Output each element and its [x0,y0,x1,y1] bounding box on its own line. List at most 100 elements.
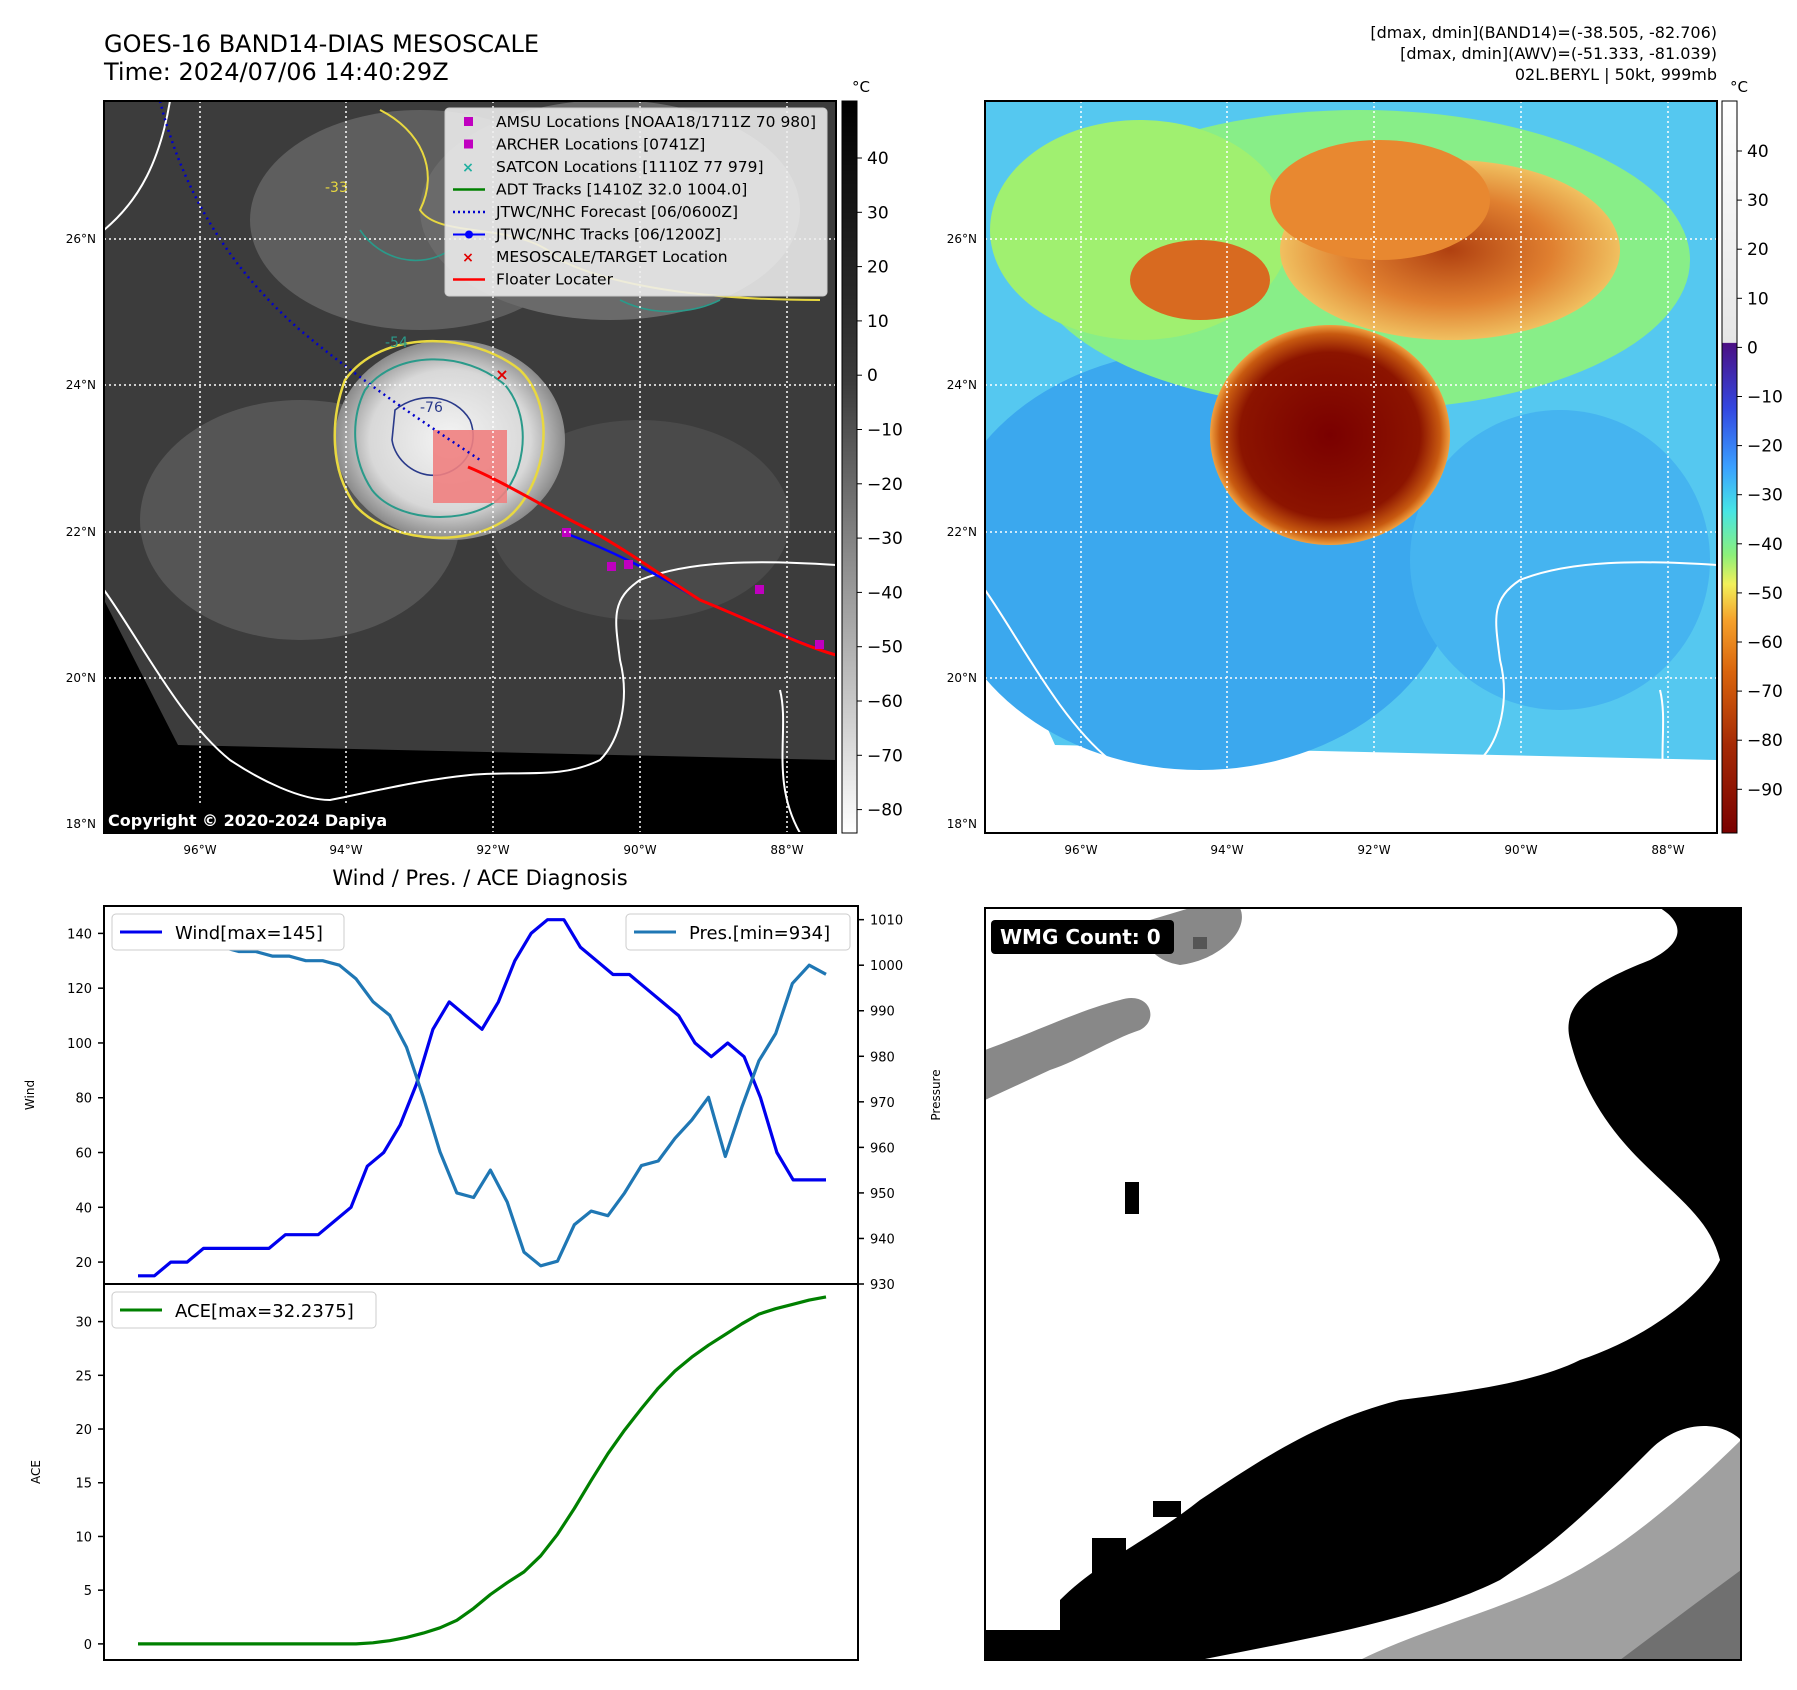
map-legend-label: AMSU Locations [NOAA18/1711Z 70 980] [496,113,816,131]
contour-label: -33 [325,180,348,196]
colorbar-tick-label: −60 [1747,633,1783,653]
contour-label: -76 [420,400,443,416]
colorbar-tick-label: 0 [1747,338,1758,358]
colorbar-tick-label: −10 [1747,388,1783,408]
colorbar-tick-label: −40 [1747,535,1783,555]
lon-tick-label: 92°W [1357,843,1390,857]
map-legend-label: ADT Tracks [1410Z 32.0 1004.0] [496,181,747,199]
wmg-count-badge: WMG Count: 0 [1000,925,1161,949]
wind-legend-label: Wind[max=145] [175,923,323,944]
map-legend-label: SATCON Locations [1110Z 77 979] [496,158,764,176]
colorbar-unit: °C [1730,78,1748,96]
forecast-track [158,101,481,462]
y-tick-label: 0 [84,1638,92,1653]
coastline [104,561,836,802]
lon-tick-label: 88°W [770,843,803,857]
wmg-panel: WMG Count: 0 [984,907,1742,1661]
contour-label: -54 [385,335,408,351]
lon-tick-label: 88°W [1651,843,1684,857]
colorbar-unit: °C [852,78,870,96]
y-tick-label: 950 [870,1187,895,1202]
y-tick-label: 1000 [870,959,903,974]
y-tick-label: 140 [67,927,92,942]
lat-tick-label: 18°N [947,817,977,831]
ace-legend: ACE[max=32.2375] [111,1291,377,1329]
map-legend: AMSU Locations [NOAA18/1711Z 70 980] ARCH… [444,107,828,297]
lat-tick-label: 20°N [947,671,977,685]
y-tick-label: 80 [75,1092,92,1107]
wind-legend: Wind[max=145] [111,913,345,951]
map-legend-item: × SATCON Locations [1110Z 77 979] [462,158,763,176]
y-tick-label: 1010 [870,914,903,929]
ace-axis-label: ACE [29,1460,43,1484]
y-tick-label: 5 [84,1584,92,1599]
colorbar-tick-label: 10 [1747,289,1769,309]
lon-tick-label: 94°W [329,843,362,857]
pressure-axis-label: Pressure [929,1069,943,1120]
legend-square-marker [464,139,473,149]
colorbar-tick-label: −50 [1747,584,1783,604]
y-tick-label: 100 [67,1037,92,1052]
colorbar-tick-label: −40 [867,583,903,603]
colorbar-tick-label: 40 [867,149,889,169]
colorbar-tick-label: −30 [1747,486,1783,506]
y-tick-label: 25 [75,1369,92,1384]
map-gridlines [985,101,1717,833]
lon-tick-label: 96°W [1064,843,1097,857]
colorbar-tick-label: −10 [867,421,903,441]
map-legend-item: AMSU Locations [NOAA18/1711Z 70 980] [464,113,816,131]
lat-tick-label: 22°N [947,525,977,539]
colorbar-tick-label: 30 [867,203,889,223]
storm-cloud [1210,325,1450,545]
target-location-marker: × [495,365,508,384]
y-tick-label: 15 [75,1477,92,1492]
awv-colorbar: °C 40 30 20 10 0 −10 −20 −30 −40 −50 −60 −70 −80 −90 [1721,78,1783,834]
map-legend-item: JTWC/NHC Tracks [06/1200Z] [453,226,721,244]
lon-tick-label: 90°W [623,843,656,857]
colorbar-tick-label: −60 [867,692,903,712]
diagnosis-title: Wind / Pres. / ACE Diagnosis [332,866,627,890]
map-legend-label: JTWC/NHC Forecast [06/0600Z] [495,203,738,221]
y-tick-label: 20 [75,1423,92,1438]
lat-tick-label: 26°N [947,232,977,246]
lon-tick-label: 96°W [183,843,216,857]
colorbar-tick-label: −90 [1747,780,1783,800]
map-legend-item: Floater Locater [453,271,614,289]
wind-pressure-chart: 140 120 100 80 60 40 20 1010 1000 990 980 970 960 95… [23,905,943,1293]
legend-square-marker [464,117,473,126]
lon-tick-label: 94°W [1210,843,1243,857]
storm-info: 02L.BERYL | 50kt, 999mb [1515,65,1717,84]
coastline [985,561,1717,802]
y-tick-label: 980 [870,1050,895,1065]
wind-axis-label: Wind [23,1080,37,1110]
colorbar-tick-label: −30 [867,529,903,549]
map-legend-label: MESOSCALE/TARGET Location [496,248,728,266]
colorbar-tick-label: 20 [867,258,889,278]
colorbar-tick-label: 40 [1747,142,1769,162]
colorbar-tick-label: 20 [1747,240,1769,260]
map-legend-item: × MESOSCALE/TARGET Location [462,248,727,266]
lat-tick-label: 24°N [947,378,977,392]
y-tick-label: 940 [870,1232,895,1247]
ace-legend-label: ACE[max=32.2375] [175,1301,354,1322]
colorbar-tick-label: 30 [1747,191,1769,211]
colorbar-tick-label: −20 [867,475,903,495]
band14-range: [dmax, dmin](BAND14)=(-38.505, -82.706) [1370,23,1717,42]
map-legend-item: ARCHER Locations [0741Z] [464,136,705,154]
legend-x-marker: × [462,250,474,266]
y-tick-label: 970 [870,1096,895,1111]
band14-colorbar: °C 40 30 20 10 0 −10 −20 −30 −40 −50 −60 −70 −80 [841,78,903,834]
colorbar-tick-label: −80 [867,801,903,821]
y-tick-label: 990 [870,1005,895,1020]
wind-series-line [138,918,826,1278]
map-legend-label: Floater Locater [496,271,614,289]
y-tick-label: 60 [75,1147,92,1162]
copyright-text: Copyright © 2020-2024 Dapiya [108,811,387,830]
colorbar-tick-label: 10 [867,312,889,332]
pressure-series-line [138,931,827,1268]
map-legend-label: JTWC/NHC Tracks [06/1200Z] [495,226,721,244]
legend-x-marker: × [462,160,474,176]
map-legend-item: ADT Tracks [1410Z 32.0 1004.0] [453,181,747,199]
ace-chart: 30 25 20 15 10 5 0 ACE ACE[max=32.2375] [29,1283,859,1661]
lat-tick-label: 26°N [66,232,96,246]
